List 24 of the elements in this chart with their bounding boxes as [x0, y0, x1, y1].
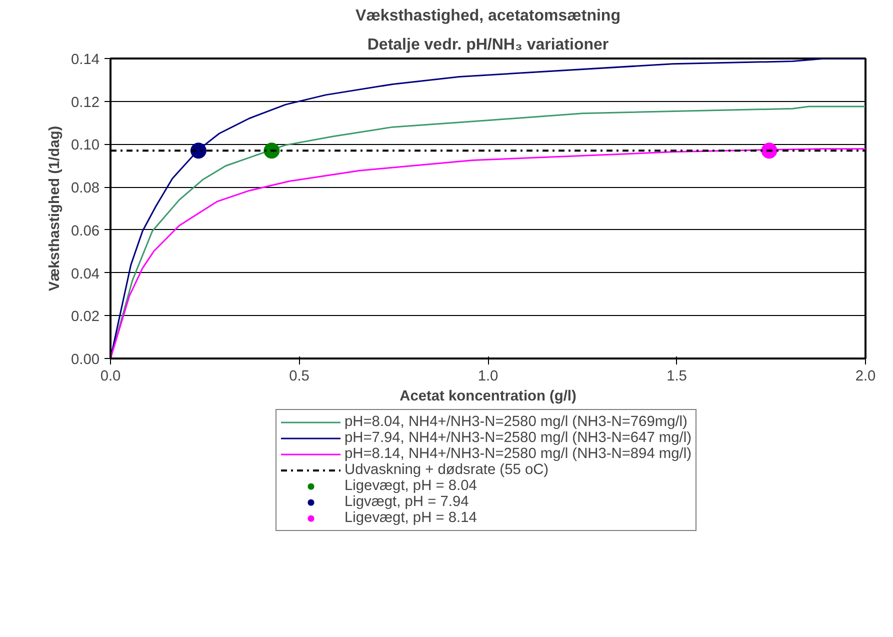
legend-label: pH=8.14, NH4+/NH3-N=2580 mg/l (NH3-N=894 mg/l)	[344, 446, 692, 462]
legend-label: Ligevægt, pH = 8.14	[344, 510, 477, 526]
legend-label: pH=7.94, NH4+/NH3-N=2580 mg/l (NH3-N=647 mg/l)	[344, 430, 692, 446]
legend-label: Ligvægt, pH = 7.94	[344, 494, 469, 510]
y-tick-label: 0.10	[70, 138, 100, 154]
y-tick-label: 0.12	[70, 94, 100, 111]
x-tick-label: 2.0	[855, 368, 876, 384]
y-tick-label: 0.14	[70, 52, 100, 68]
legend-label: Ligevægt, pH = 8.04	[344, 478, 477, 494]
y-tick-label: 0.08	[70, 180, 100, 197]
chart-title: Væksthastighed, acetatomsætning	[356, 8, 620, 24]
y-tick-label: 0.02	[70, 309, 100, 326]
x-tick-label: 0.0	[100, 368, 121, 384]
x-tick-label: 0.5	[289, 368, 310, 384]
legend-label: Udvaskning + dødsrate (55 oC)	[344, 462, 549, 478]
chart-subtitle: Detalje vedr. pH/NH₃ variationer	[367, 36, 609, 54]
y-tick-label: 0.06	[70, 223, 100, 240]
x-tick-label: 1.0	[478, 368, 498, 384]
x-tick-label: 1.5	[666, 368, 687, 384]
y-tick-label: 0.04	[70, 266, 100, 282]
y-axis-title: Væksthastighed (1/dag)	[46, 126, 63, 292]
x-axis-title: Acetat koncentration (g/l)	[400, 388, 576, 404]
y-tick-label: 0.00	[70, 352, 100, 368]
legend-label: pH=8.04, NH4+/NH3-N=2580 mg/l (NH3-N=769mg/l)	[344, 414, 688, 430]
